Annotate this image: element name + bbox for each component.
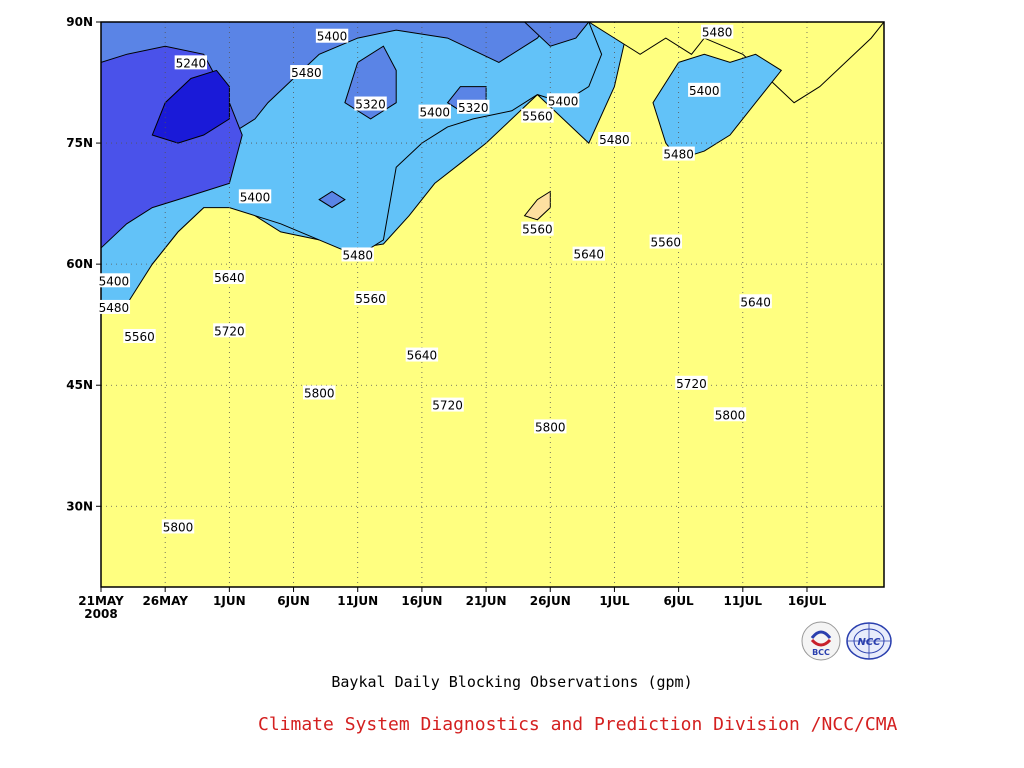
contour-label: 5400 [240,190,271,204]
y-tick-label: 45N [66,378,93,392]
bcc-logo: BCC [800,620,842,666]
contour-label: 5400 [548,94,579,108]
contour-label: 5320 [458,101,489,115]
contour-label-bg [700,24,734,39]
svg-text:BCC: BCC [812,648,830,657]
x-year-label: 2008 [84,607,117,621]
contour-label-bg [290,65,323,80]
contour-label: 5320 [355,98,386,112]
x-tick-label: 16JUL [788,594,827,608]
contour-label: 5480 [291,66,322,80]
contour-label: 5720 [432,399,463,413]
contour-label-bg [303,385,336,400]
contour-label: 5800 [304,386,335,400]
contour-label: 5480 [599,133,630,147]
contour-label-bg [161,519,195,534]
chart-subtitle: Baykal Daily Blocking Observations (gpm) [331,673,693,691]
contour-label-bg [649,234,682,249]
contour-label: 5560 [651,236,682,250]
credit-text: Climate System Diagnostics and Predictio… [258,714,898,735]
contour-region-5400 [652,53,783,160]
contour-label-bg [521,108,554,123]
contour-label: 5720 [214,324,245,338]
x-tick-label: 26JUN [530,594,571,608]
contour-label: 5640 [573,248,604,262]
x-tick-label: 6JUL [664,594,695,608]
contour-region-5320 [318,190,346,209]
x-tick-label: 1JUL [599,594,630,608]
contour-label: 5480 [702,26,733,40]
contour-label-bg [213,323,246,338]
contour-label-bg [688,82,721,97]
contour-label-bg [123,328,156,343]
contour-label-bg [97,299,131,314]
contour-label: 5560 [522,223,553,237]
contour-label-bg [572,246,605,261]
contour-label: 5400 [99,274,130,288]
x-tick-label: 26MAY [142,594,188,608]
x-tick-label: 1JUN [213,594,246,608]
x-tick-label: 6JUN [277,594,310,608]
x-tick-label: 11JUL [724,594,763,608]
contour-label-bg [418,104,451,119]
contour-label-bg [354,291,387,306]
contour-label: 5400 [317,30,348,44]
contour-label-bg [546,93,580,108]
contour-label: 5720 [676,377,707,391]
contour-label-bg [405,347,439,362]
contour-label-bg [213,270,246,285]
contour-label: 5400 [419,106,450,120]
contour-label-bg [675,375,708,390]
x-tick-label: 16JUN [401,594,442,608]
contour-label: 5640 [214,271,245,285]
contour-label-bg [713,407,747,422]
contour-label: 5640 [740,295,771,309]
contour-label: 5400 [689,84,720,98]
contour-region-5320 [523,22,590,47]
contour-label-bg [457,99,490,114]
contour-label-bg [739,294,772,309]
contour-label: 5800 [535,420,566,434]
y-tick-label: 60N [66,257,93,271]
x-tick-label: 11JUN [337,594,378,608]
chart-plot: 21MAY 26MAY 1JUN 6JUN 11JUN 16JUN 21JUN 26JUN 1J… [66,15,885,621]
contour-label-bg [174,55,208,70]
contour-label-bg [341,247,374,262]
ncc-logo: NCC [845,620,893,666]
contour-label-bg [97,273,131,288]
x-tick-label: 21MAY [78,594,124,608]
y-tick-label: 90N [66,15,93,29]
contour-label: 5240 [176,56,207,70]
contour-region-5560 [523,190,551,221]
contour-label: 5800 [163,520,194,534]
contour-label: 5480 [663,148,694,162]
contour-label: 5560 [355,292,386,306]
contour-region-5160 [151,69,230,144]
contour-label-bg [354,96,387,111]
contour-label: 5560 [522,110,553,124]
contour-label: 5560 [124,330,155,344]
contour-label-bg [662,146,695,161]
contour-label-bg [534,419,567,434]
x-tick-label: 21JUN [466,594,507,608]
contour-label: 5480 [99,301,130,315]
contour-label-bg [431,397,464,412]
contour-label-bg [238,189,272,204]
svg-text:NCC: NCC [857,637,881,648]
y-tick-label: 30N [66,499,93,513]
contour-label-bg [315,28,349,43]
contour-label-bg [598,132,631,147]
contour-label: 5640 [407,349,438,363]
y-tick-label: 75N [66,136,93,150]
contour-label-bg [521,221,554,236]
contour-label: 5480 [342,248,373,262]
contour-label: 5800 [715,408,746,422]
